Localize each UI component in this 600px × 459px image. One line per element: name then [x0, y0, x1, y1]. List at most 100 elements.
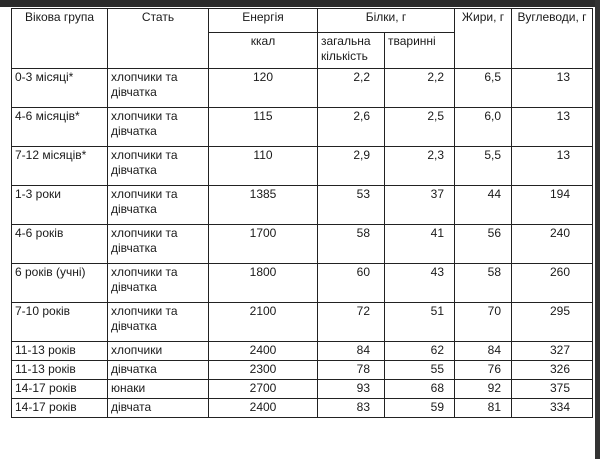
cell-protein-total: 2,2	[317, 68, 385, 108]
header-row-top: Вікова група Стать Енергія Білки, г Жири…	[11, 8, 594, 69]
cell-protein-total: 93	[317, 379, 385, 399]
header-protein-animal: тваринні	[383, 32, 456, 69]
cell-protein-total: 84	[317, 341, 385, 361]
header-carbs: Вуглеводи, г	[511, 8, 594, 69]
cell-gender: хлопчики та дівчатка	[107, 302, 209, 342]
cell-age: 4-6 місяців*	[11, 107, 108, 147]
cell-energy: 2300	[208, 360, 318, 380]
cell-carbs: 13	[511, 107, 594, 147]
table-row: 7-10 років хлопчики та дівчатка 2100 72 …	[11, 302, 594, 342]
cell-protein-total: 72	[317, 302, 385, 342]
cell-carbs: 375	[511, 379, 594, 399]
cell-gender: хлопчики та дівчатка	[107, 107, 209, 147]
cell-protein-animal: 2,2	[383, 68, 456, 108]
cell-carbs: 260	[511, 263, 594, 303]
cell-fat: 70	[454, 302, 513, 342]
header-age-group: Вікова група	[11, 8, 108, 69]
cell-fat: 81	[454, 398, 513, 418]
cell-age: 11-13 років	[11, 341, 108, 361]
cell-age: 4-6 років	[11, 224, 108, 264]
cell-carbs: 13	[511, 146, 594, 186]
table-row: 7-12 місяців* хлопчики та дівчатка 110 2…	[11, 146, 594, 186]
cell-protein-animal: 55	[383, 360, 456, 380]
cell-energy: 115	[208, 107, 318, 147]
cell-gender: хлопчики	[107, 341, 209, 361]
cell-fat: 84	[454, 341, 513, 361]
cell-energy: 1700	[208, 224, 318, 264]
cell-fat: 76	[454, 360, 513, 380]
cell-carbs: 194	[511, 185, 594, 225]
table-row: 4-6 років хлопчики та дівчатка 1700 58 4…	[11, 224, 594, 264]
cell-age: 0-3 місяці*	[11, 68, 108, 108]
cell-protein-animal: 37	[383, 185, 456, 225]
cell-carbs: 295	[511, 302, 594, 342]
nutrition-norms-table: Вікова група Стать Енергія Білки, г Жири…	[11, 8, 594, 418]
header-fat: Жири, г	[454, 8, 513, 69]
cell-protein-animal: 43	[383, 263, 456, 303]
table-row: 1-3 роки хлопчики та дівчатка 1385 53 37…	[11, 185, 594, 225]
cell-energy: 2700	[208, 379, 318, 399]
table-row: 14-17 років юнаки 2700 93 68 92 375	[11, 379, 594, 399]
cell-gender: хлопчики та дівчатка	[107, 224, 209, 264]
cell-gender: хлопчики та дівчатка	[107, 146, 209, 186]
table-row: 14-17 років дівчата 2400 83 59 81 334	[11, 398, 594, 418]
cell-gender: хлопчики та дівчатка	[107, 185, 209, 225]
cell-carbs: 334	[511, 398, 594, 418]
cell-carbs: 13	[511, 68, 594, 108]
cell-age: 7-10 років	[11, 302, 108, 342]
cell-gender: дівчата	[107, 398, 209, 418]
cell-protein-total: 58	[317, 224, 385, 264]
cell-fat: 6,0	[454, 107, 513, 147]
cell-fat: 5,5	[454, 146, 513, 186]
cell-protein-total: 2,6	[317, 107, 385, 147]
cell-protein-total: 2,9	[317, 146, 385, 186]
cell-age: 14-17 років	[11, 398, 108, 418]
cell-fat: 44	[454, 185, 513, 225]
cell-fat: 92	[454, 379, 513, 399]
cell-energy: 2100	[208, 302, 318, 342]
cell-energy: 2400	[208, 398, 318, 418]
cell-fat: 6,5	[454, 68, 513, 108]
cell-energy: 120	[208, 68, 318, 108]
table-row: 6 років (учні) хлопчики та дівчатка 1800…	[11, 263, 594, 303]
cell-energy: 2400	[208, 341, 318, 361]
table-row: 11-13 років дівчатка 2300 78 55 76 326	[11, 360, 594, 380]
cell-protein-animal: 41	[383, 224, 456, 264]
header-protein-total: загальна кількість	[317, 32, 385, 69]
table-row: 0-3 місяці* хлопчики та дівчатка 120 2,2…	[11, 68, 594, 108]
cell-gender: юнаки	[107, 379, 209, 399]
table-row: 11-13 років хлопчики 2400 84 62 84 327	[11, 341, 594, 361]
cell-gender: хлопчики та дівчатка	[107, 263, 209, 303]
table-row: 4-6 місяців* хлопчики та дівчатка 115 2,…	[11, 107, 594, 147]
header-energy-unit: ккал	[208, 32, 318, 69]
cell-gender: дівчатка	[107, 360, 209, 380]
cell-protein-animal: 2,3	[383, 146, 456, 186]
cell-protein-total: 83	[317, 398, 385, 418]
cell-carbs: 240	[511, 224, 594, 264]
cell-protein-animal: 68	[383, 379, 456, 399]
cell-energy: 1800	[208, 263, 318, 303]
cell-protein-animal: 62	[383, 341, 456, 361]
header-gender: Стать	[107, 8, 209, 69]
cell-protein-animal: 59	[383, 398, 456, 418]
cell-age: 7-12 місяців*	[11, 146, 108, 186]
cell-age: 14-17 років	[11, 379, 108, 399]
cell-carbs: 326	[511, 360, 594, 380]
cell-age: 1-3 роки	[11, 185, 108, 225]
cell-protein-animal: 2,5	[383, 107, 456, 147]
cell-fat: 56	[454, 224, 513, 264]
header-protein: Білки, г	[316, 8, 456, 33]
right-dark-edge	[595, 0, 600, 459]
cell-gender: хлопчики та дівчатка	[107, 68, 209, 108]
header-row-bottom: ккал загальна кількість тваринні	[12, 32, 593, 69]
cell-carbs: 327	[511, 341, 594, 361]
top-dark-edge	[0, 0, 600, 7]
cell-fat: 58	[454, 263, 513, 303]
cell-age: 6 років (учні)	[11, 263, 108, 303]
cell-age: 11-13 років	[11, 360, 108, 380]
cell-energy: 110	[208, 146, 318, 186]
header-energy: Енергія	[208, 8, 318, 33]
cell-protein-total: 78	[317, 360, 385, 380]
cell-protein-animal: 51	[383, 302, 456, 342]
cell-energy: 1385	[208, 185, 318, 225]
